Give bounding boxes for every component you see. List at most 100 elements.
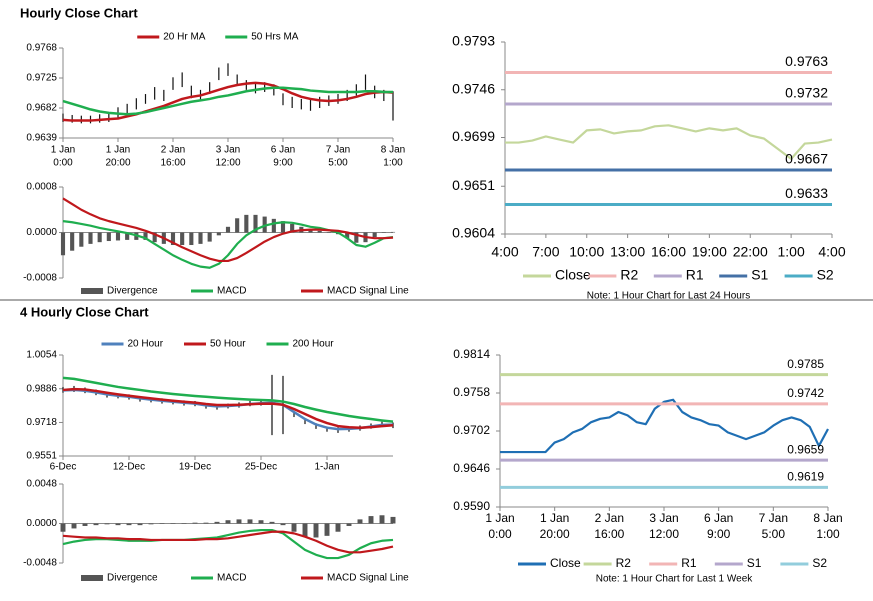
- x-tick-label: 25-Dec: [245, 462, 277, 473]
- x-tick-label: 1 Jan: [485, 511, 514, 525]
- level-label: 0.9785: [787, 357, 824, 371]
- divergence-bar: [271, 218, 276, 233]
- divergence-bar: [181, 523, 187, 524]
- x-tick-label: 1 Jan: [540, 511, 569, 525]
- divergence-bar: [258, 520, 264, 524]
- divergence-bar: [345, 232, 350, 239]
- series-line: [505, 124, 833, 160]
- legend-label: Divergence: [107, 286, 158, 297]
- divergence-bar: [326, 232, 331, 233]
- divergence-bar: [280, 523, 286, 526]
- divergence-bar: [216, 232, 221, 236]
- divergence-bar: [280, 221, 286, 233]
- x-tick-label: 8 Jan: [381, 145, 405, 156]
- divergence-bar: [335, 523, 341, 532]
- x-tick-label: 16:00: [594, 527, 624, 541]
- x-tick-label: 1-Jan: [314, 462, 339, 473]
- y-tick-label: 0.9639: [26, 133, 57, 144]
- y-tick-label: 0.9886: [26, 383, 57, 394]
- divergence-bar: [379, 515, 385, 524]
- legend-label: Close: [550, 556, 581, 570]
- legend-label: R1: [681, 556, 697, 570]
- y-tick-label: 0.9702: [453, 423, 490, 437]
- series-line: [62, 530, 394, 554]
- x-tick-label: 9:00: [273, 158, 293, 169]
- divergence-bar: [390, 516, 396, 524]
- divergence-bar: [170, 232, 176, 246]
- divergence-bar: [324, 523, 330, 536]
- y-tick-label: -0.0048: [23, 558, 57, 569]
- divergence-bar: [104, 523, 110, 525]
- divergence-bar: [390, 231, 396, 233]
- x-tick-label: 13:00: [610, 244, 645, 260]
- level-label: 0.9659: [787, 442, 824, 456]
- divergence-bar: [170, 523, 176, 524]
- y-tick-label: 0.9725: [26, 73, 57, 84]
- legend-label: R1: [686, 267, 704, 283]
- divergence-bar: [126, 523, 132, 526]
- chart-title: 4 Hourly Close Chart: [20, 304, 149, 319]
- divergence-bar: [152, 232, 157, 243]
- x-tick-label: 1:00: [816, 527, 840, 541]
- series-line: [62, 220, 394, 269]
- divergence-bar: [203, 522, 209, 524]
- y-tick-label: 0.0008: [26, 182, 57, 193]
- divergence-bar: [368, 516, 374, 524]
- divergence-bar: [60, 523, 66, 532]
- divergence-bar: [79, 232, 84, 247]
- y-tick-label: 0.9646: [453, 461, 490, 475]
- divergence-bar: [82, 523, 88, 526]
- y-tick-label: 0.9682: [26, 103, 57, 114]
- series-line: [62, 388, 394, 431]
- divergence-bar: [180, 232, 185, 246]
- x-tick-label: 6 Jan: [271, 145, 295, 156]
- y-tick-label: 0.9768: [26, 43, 57, 54]
- divergence-bar: [236, 519, 242, 524]
- divergence-bar: [354, 232, 359, 243]
- series-line: [62, 86, 393, 116]
- chart-note: Note: 1 Hour Chart for Last 1 Week: [596, 574, 754, 585]
- divergence-bar: [357, 519, 363, 524]
- legend-label: 50 Hour: [210, 339, 246, 350]
- x-tick-label: 1 Jan: [51, 145, 75, 156]
- y-tick-label: -0.0008: [23, 273, 57, 284]
- legend-label: S2: [812, 556, 827, 570]
- x-tick-label: 20:00: [105, 158, 130, 169]
- series-line: [62, 197, 394, 263]
- chart-note: Note: 1 Hour Chart for Last 24 Hours: [587, 291, 750, 302]
- divergence-bar: [244, 214, 249, 233]
- x-tick-label: 3 Jan: [216, 145, 240, 156]
- divergence-bar: [71, 523, 77, 529]
- divergence-bar: [148, 523, 154, 525]
- divergence-bar: [115, 523, 121, 526]
- series-line: [62, 376, 394, 423]
- x-tick-label: 12-Dec: [113, 462, 145, 473]
- legend-label: S1: [747, 556, 762, 570]
- y-tick-label: 0.9718: [26, 417, 57, 428]
- legend-label: R2: [620, 267, 638, 283]
- legend-label: S2: [817, 267, 834, 283]
- level-label: 0.9732: [785, 85, 828, 101]
- divergence-bar: [214, 521, 220, 524]
- series-line: [62, 81, 394, 122]
- y-tick-label: 0.9590: [453, 499, 490, 513]
- divergence-bar: [93, 523, 99, 526]
- legend-label: R2: [616, 556, 632, 570]
- x-tick-label: 7:00: [532, 244, 559, 260]
- legend-label: 200 Hour: [293, 339, 335, 350]
- x-tick-label: 16:00: [651, 244, 686, 260]
- divergence-bar: [346, 523, 352, 526]
- y-tick-label: 0.0000: [26, 227, 57, 238]
- y-tick-label: 0.0000: [26, 518, 57, 529]
- x-tick-label: 7 Jan: [759, 511, 788, 525]
- legend-label: MACD Signal Line: [327, 286, 409, 297]
- x-tick-label: 7 Jan: [326, 145, 350, 156]
- level-label: 0.9619: [787, 469, 824, 483]
- series-line: [62, 387, 394, 429]
- y-tick-label: 0.9746: [452, 80, 495, 96]
- divergence-bar: [143, 232, 148, 240]
- divergence-bar: [308, 229, 313, 233]
- x-tick-label: 2 Jan: [161, 145, 185, 156]
- divergence-bar: [302, 523, 308, 537]
